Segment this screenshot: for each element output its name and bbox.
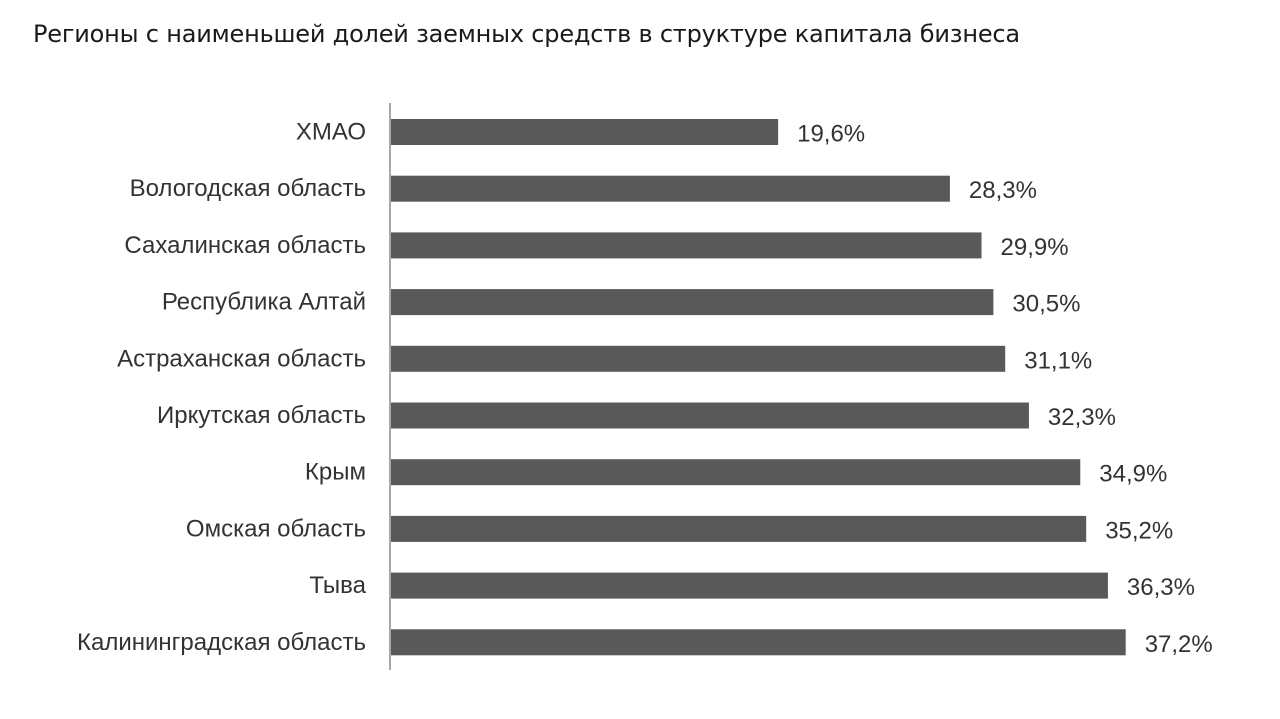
bar [391,232,982,259]
category-label: Астраханская область [117,345,366,372]
category-label: Крым [305,459,366,486]
value-label: 30,5% [1012,291,1080,318]
bar [391,289,994,316]
value-labels-group: 19,6% 28,3% 29,9% 30,5% 31,1% 32,3% 34,9% 35,2%… [797,121,1213,658]
bar [391,629,1126,656]
bars-group [391,119,1126,656]
value-label: 19,6% [797,121,865,148]
value-label: 37,2% [1145,631,1213,658]
bar [391,459,1081,486]
category-label: Тыва [309,572,366,599]
value-label: 34,9% [1099,461,1167,488]
chart-title: Регионы с наименьшей долей заемных средс… [33,20,1020,48]
category-labels-group: ХМАО Вологодская область Сахалинская облас… [77,119,367,656]
bar [391,175,950,202]
bar [391,572,1108,599]
category-label: Иркутская область [157,402,366,429]
bar [391,119,779,145]
category-label: Калининградская область [77,629,366,656]
category-label: Вологодская область [130,175,366,202]
category-label: ХМАО [296,119,366,146]
value-label: 28,3% [969,177,1037,204]
bar [391,402,1029,429]
bar [391,345,1006,372]
bar [391,515,1087,542]
value-label: 29,9% [1001,234,1069,261]
value-label: 32,3% [1048,404,1116,431]
category-label: Омская область [186,515,366,542]
category-label: Республика Алтай [162,289,366,316]
category-label: Сахалинская область [124,232,366,259]
value-label: 31,1% [1024,347,1092,374]
value-label: 36,3% [1127,574,1195,601]
value-label: 35,2% [1105,517,1173,544]
